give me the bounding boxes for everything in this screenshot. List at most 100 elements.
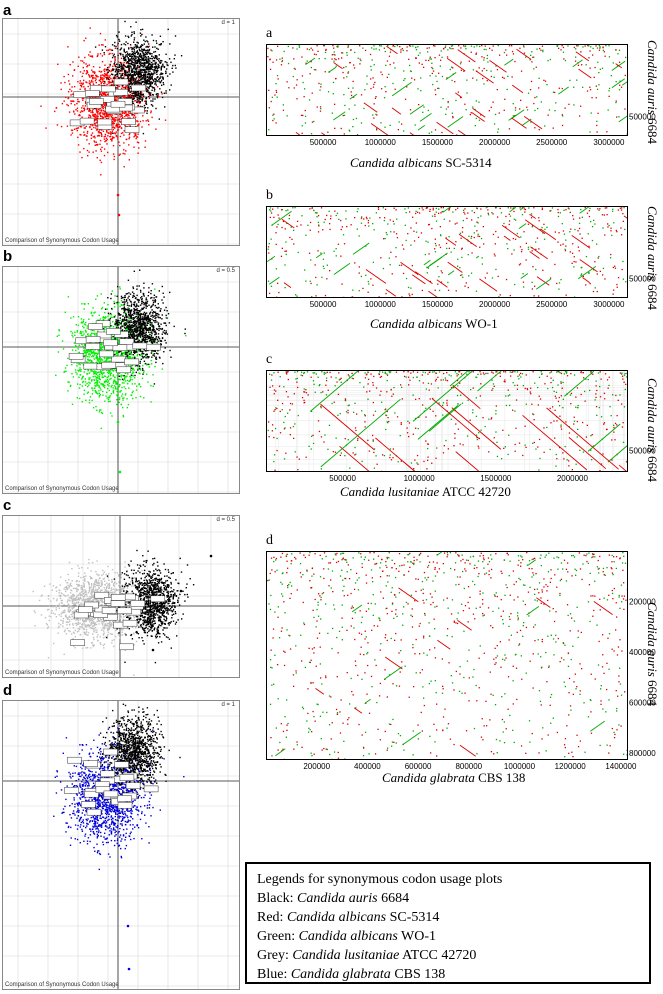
- scatter-point: [172, 71, 173, 72]
- scatter-point: [79, 364, 80, 365]
- scatter-point: [116, 353, 117, 354]
- scatter-point: [145, 83, 146, 84]
- scatter-point: [56, 107, 57, 108]
- scatter-point: [97, 157, 98, 158]
- scatter-point: [106, 392, 107, 393]
- scatter-point: [84, 134, 85, 135]
- scatter-point: [82, 331, 83, 332]
- scatter-point: [111, 139, 112, 140]
- scatter-point: [111, 293, 112, 294]
- scatter-point: [63, 348, 64, 349]
- scatter-point: [111, 70, 112, 71]
- scatter-point: [120, 114, 121, 115]
- scatter-point: [167, 75, 168, 76]
- scatter-point: [119, 313, 120, 314]
- scatter-point: [87, 334, 88, 335]
- scatter-point: [136, 318, 137, 319]
- scatter-point: [92, 112, 93, 113]
- scatter-point: [104, 54, 105, 55]
- scatter-point: [109, 82, 110, 83]
- scatter-point: [107, 114, 108, 115]
- scatter-point: [147, 86, 148, 87]
- scatter-point: [110, 78, 111, 79]
- scatter-point: [132, 64, 133, 65]
- scatter-point: [150, 92, 151, 93]
- scatter-point: [109, 383, 110, 384]
- scatter-point: [111, 140, 112, 141]
- scatter-point: [92, 110, 93, 111]
- scatter-point: [121, 68, 122, 69]
- scatter-point: [134, 55, 135, 56]
- scatter-point: [105, 380, 106, 381]
- scatter-point: [123, 97, 124, 98]
- scatter-point: [130, 78, 131, 79]
- scatter-point: [92, 393, 93, 394]
- scatter-point: [145, 80, 146, 81]
- scatter-point: [136, 138, 137, 139]
- scatter-point: [110, 134, 111, 135]
- coa-scatter-a: [3, 19, 239, 245]
- scatter-point: [143, 397, 144, 398]
- scatter-point: [98, 371, 99, 372]
- scatter-point: [136, 386, 137, 387]
- scatter-point: [149, 66, 150, 67]
- scatter-point: [151, 66, 152, 67]
- scatter-point: [140, 330, 141, 331]
- scatter-point: [69, 89, 70, 90]
- scatter-point: [79, 345, 80, 346]
- scatter-point: [113, 145, 114, 146]
- scatter-point: [105, 316, 106, 317]
- scatter-point: [139, 72, 140, 73]
- scatter-point: [113, 122, 114, 123]
- scatter-point: [161, 85, 162, 86]
- codon-label: [114, 89, 128, 95]
- scatter-point: [75, 346, 76, 347]
- scatter-point: [93, 116, 94, 117]
- scatter-point: [122, 117, 123, 118]
- scatter-point: [126, 293, 127, 294]
- scatter-point: [136, 312, 137, 313]
- scatter-point: [68, 80, 69, 81]
- scatter-point: [114, 57, 115, 58]
- scatter-point: [64, 100, 65, 101]
- scatter-point: [77, 110, 78, 111]
- scatter-point: [156, 40, 157, 41]
- scatter-point: [104, 82, 105, 83]
- scatter-point: [134, 271, 135, 272]
- scatter-point: [128, 296, 129, 297]
- scatter-point: [129, 315, 130, 316]
- scatter-point: [132, 325, 133, 326]
- scatter-point: [134, 50, 135, 51]
- scatter-point: [139, 66, 140, 67]
- scatter-point: [110, 313, 111, 314]
- scatter-point: [128, 380, 129, 381]
- scatter-point: [115, 66, 116, 67]
- scatter-point: [165, 347, 166, 348]
- coa-d-value: d = 1: [221, 20, 235, 26]
- scatter-point: [99, 44, 100, 45]
- scatter-point: [82, 335, 83, 336]
- scatter-point: [110, 114, 111, 115]
- scatter-point: [105, 46, 106, 47]
- scatter-point: [134, 296, 135, 297]
- scatter-point: [93, 312, 94, 313]
- scatter-point: [151, 309, 152, 310]
- scatter-point: [140, 64, 141, 65]
- scatter-point: [148, 68, 149, 69]
- scatter-point: [115, 382, 116, 383]
- scatter-point: [119, 402, 120, 403]
- scatter-point: [119, 391, 120, 392]
- scatter-point: [121, 47, 122, 48]
- scatter-point: [108, 50, 109, 51]
- scatter-point: [126, 352, 127, 353]
- scatter-point: [127, 327, 128, 328]
- scatter-point: [129, 56, 130, 57]
- codon-label: [80, 118, 94, 124]
- scatter-point: [131, 366, 132, 367]
- scatter-point: [125, 52, 126, 53]
- scatter-point: [143, 50, 144, 51]
- scatter-point: [149, 334, 150, 335]
- scatter-point: [102, 44, 103, 45]
- scatter-point: [134, 67, 135, 68]
- scatter-point: [145, 350, 146, 351]
